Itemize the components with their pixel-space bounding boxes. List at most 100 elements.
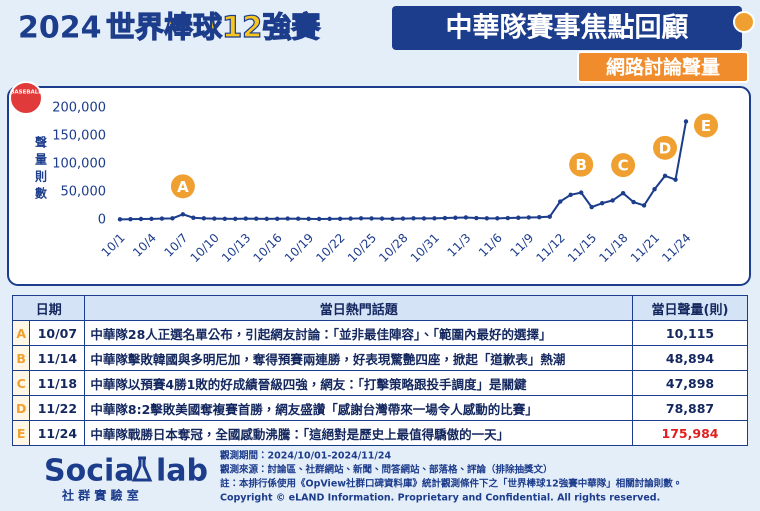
point	[337, 216, 343, 221]
row-letter: C	[11, 370, 31, 396]
point	[463, 215, 469, 220]
point	[149, 216, 154, 222]
row-date: 11/24	[29, 420, 86, 446]
point	[652, 187, 657, 192]
row-topic: 中華隊戰勝日本奪冠，全國感動沸騰：「這絕對是歷史上最值得驕傲的一天」	[84, 420, 633, 446]
point	[537, 215, 542, 220]
point	[411, 216, 416, 221]
point	[369, 216, 374, 221]
medal-icon	[733, 11, 755, 33]
point	[201, 216, 207, 221]
point	[180, 212, 186, 217]
point	[243, 216, 248, 221]
point	[505, 215, 511, 221]
row-date: 11/18	[29, 370, 86, 396]
point	[620, 190, 626, 196]
point	[599, 201, 605, 206]
point	[484, 216, 490, 221]
column-header: 日期	[11, 295, 86, 321]
title-year: 2024	[18, 11, 102, 46]
row-letter: E	[11, 420, 31, 446]
annotation-badge	[694, 113, 718, 138]
column-header: 當日聲量(則)	[632, 295, 748, 321]
table-row: A 10/07 中華隊28人正選名單公布，引起網友討論：「並非最佳陣容」、「範圍內最…	[11, 320, 748, 346]
row-date: 11/22	[29, 395, 86, 421]
point	[516, 215, 521, 220]
row-volume: 78,887	[632, 395, 748, 421]
point	[568, 192, 573, 197]
table-row: E 11/24 中華隊戰勝日本奪冠，全國感動沸騰：「這絕對是歷史上最值得驕傲的一天」…	[11, 420, 748, 446]
title-box	[392, 6, 742, 50]
header-row: 日期 當日熱門話題 當日聲量(則)	[11, 295, 748, 321]
point	[159, 216, 165, 221]
row-volume: 47,898	[632, 370, 748, 396]
footer-note: 觀測來源：討論區、社群網站、新聞、問答網站、部落格、評論（排除抽獎文）	[219, 464, 553, 476]
point	[421, 216, 427, 221]
point	[589, 204, 594, 210]
footer-note: Copyright © eLAND Information. Proprieta…	[220, 493, 660, 504]
point	[400, 216, 406, 221]
annotation-badge	[569, 152, 594, 177]
point	[254, 216, 259, 221]
annotation-badge	[653, 135, 678, 160]
point	[327, 216, 332, 222]
point	[641, 203, 647, 208]
point	[610, 198, 615, 203]
subtitle: 網路討論聲量	[606, 56, 720, 79]
badge-icon	[9, 81, 43, 115]
point	[390, 216, 395, 221]
point	[138, 216, 144, 222]
footer-note: 註：本排行係使用《OpView社群口碑資料庫》統計觀測條件下之「世界棒球12強賽…	[220, 478, 682, 490]
point	[348, 216, 353, 221]
row-letter: A	[11, 320, 31, 346]
point	[673, 177, 678, 182]
logo-right: lab	[156, 454, 208, 489]
y-tick-label: 200,000	[52, 101, 106, 116]
annotation-label: B	[575, 156, 586, 174]
y-tick-label: 150,000	[52, 129, 106, 144]
point	[453, 215, 458, 220]
point	[474, 215, 479, 221]
row-date: 10/07	[29, 320, 86, 346]
point	[170, 216, 175, 221]
point	[285, 216, 290, 221]
point	[442, 215, 448, 221]
row-volume: 48,894	[632, 345, 748, 371]
point	[222, 216, 228, 221]
row-volume: 10,115	[632, 320, 748, 346]
annotation-badge	[611, 153, 636, 178]
logo-sub: 社 群 實 驗 室	[61, 488, 139, 503]
point	[233, 216, 238, 222]
column-header: 當日熱門話題	[84, 295, 633, 321]
chart-panel	[7, 86, 751, 286]
logo-left: Socia	[44, 454, 135, 489]
annotation-label: E	[701, 117, 711, 135]
point	[578, 190, 584, 195]
badge-text: BASEBALL	[10, 90, 42, 96]
row-letter: D	[11, 395, 31, 421]
footer-note: 觀測期間：2024/10/01-2024/11/24	[219, 450, 391, 462]
point	[117, 217, 123, 222]
title-main: 中華隊賽事焦點回顧	[446, 12, 689, 44]
annotation-badge	[170, 174, 195, 199]
point	[662, 173, 668, 179]
annotation-label: A	[177, 178, 189, 196]
topic-table: 日期 當日熱門話題 當日聲量(則) A 10/07 中華隊28人正選名單公布，引起網友討論…	[11, 295, 748, 446]
row-topic: 中華隊擊敗韓國與多明尼加，奪得預賽兩連勝，好表現驚艷四座，掀起「道歉表」熱潮	[84, 345, 633, 371]
point	[295, 216, 301, 221]
annotation-label: C	[618, 157, 629, 175]
point	[379, 216, 385, 221]
point	[432, 216, 437, 221]
table-row: D 11/22 中華隊8:2擊敗美國奪複賽首勝，網友盛讚「感謝台灣帶來一場令人感動的…	[11, 395, 748, 421]
point	[128, 216, 133, 222]
row-topic: 中華隊以預賽4勝1敗的好成績晉級四強，網友：「打擊策略跟投手調度」是關鍵	[84, 370, 633, 396]
row-letter: B	[11, 345, 31, 371]
point	[547, 214, 552, 219]
y-tick-label: 0	[98, 213, 106, 228]
point	[275, 216, 280, 221]
point	[306, 216, 311, 222]
point	[358, 216, 364, 221]
point	[316, 216, 322, 222]
table-row: B 11/14 中華隊擊敗韓國與多明尼加，奪得預賽兩連勝，好表現驚艷四座，掀起「道歉…	[11, 345, 748, 371]
